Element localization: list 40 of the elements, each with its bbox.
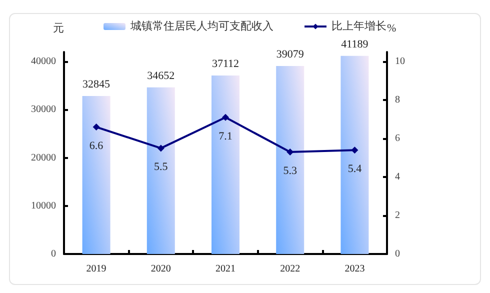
point <box>157 144 164 152</box>
bar <box>212 76 240 254</box>
y-tick-label: 0 <box>51 248 56 260</box>
y2-tick-label: 8 <box>395 94 400 106</box>
y-tick-label: 30000 <box>31 104 56 116</box>
y2-axis-title: % <box>387 22 396 34</box>
y-axis-title: 元 <box>53 22 64 34</box>
y2-tick-label: 2 <box>395 210 400 222</box>
x-tick-label: 2021 <box>216 264 236 274</box>
y2-tick-label: 6 <box>395 133 400 144</box>
legend-label: 比上年增长 <box>332 20 386 32</box>
y-tick-label: 40000 <box>31 56 56 68</box>
bar <box>276 66 304 254</box>
bar <box>146 87 175 254</box>
point <box>286 148 294 156</box>
y2-tick-label: 4 <box>395 172 400 183</box>
x-tick-label: 2022 <box>280 264 300 274</box>
bar <box>340 56 369 254</box>
data-label: 34652 <box>147 70 175 82</box>
point <box>222 114 229 121</box>
point <box>351 146 358 154</box>
data-label: 32845 <box>82 78 111 91</box>
data-label: 5.5 <box>154 161 168 174</box>
x-tick-label: 2020 <box>150 264 171 274</box>
data-label: 41189 <box>341 38 369 50</box>
point <box>92 124 100 131</box>
data-label: 7.1 <box>218 130 232 142</box>
data-label: 37112 <box>212 58 240 70</box>
y-tick-label: 10000 <box>31 200 56 212</box>
y2-tick-label: 0 <box>395 248 400 260</box>
data-label: 39079 <box>276 48 304 61</box>
y2-tick-label: 10 <box>395 56 405 68</box>
data-label: 5.4 <box>348 163 362 176</box>
legend-label: 城镇常住居民人均可支配收入 <box>130 20 274 32</box>
x-tick-label: 2023 <box>344 264 365 274</box>
bar <box>82 96 110 254</box>
x-tick-label: 2019 <box>86 264 106 274</box>
data-label: 5.3 <box>283 165 298 178</box>
y-tick-label: 20000 <box>31 152 56 164</box>
data-label: 6.6 <box>89 140 104 152</box>
